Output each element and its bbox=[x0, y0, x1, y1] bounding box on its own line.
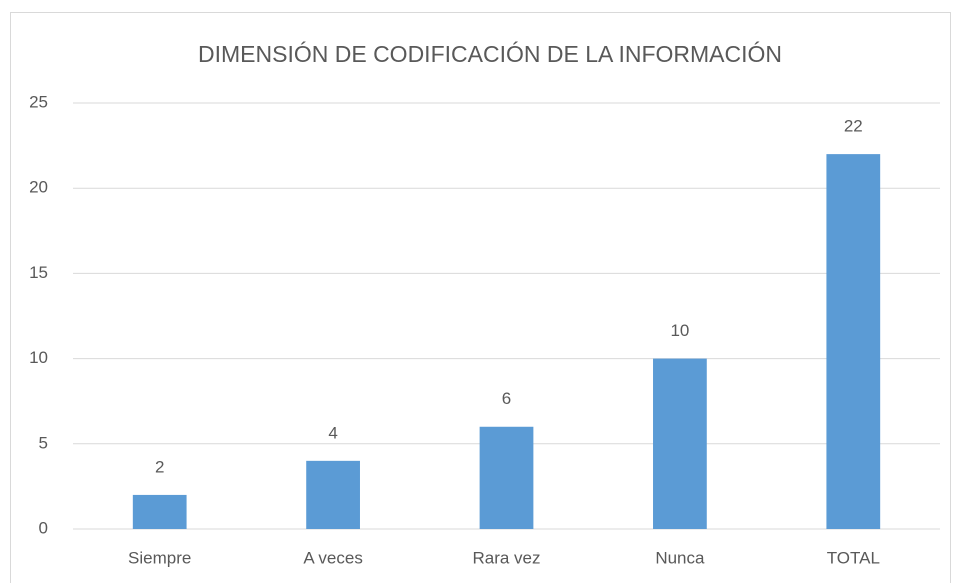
y-tick-label: 15 bbox=[29, 263, 48, 282]
x-tick-label: Nunca bbox=[655, 548, 705, 567]
data-label: 2 bbox=[155, 457, 164, 476]
chart-title: DIMENSIÓN DE CODIFICACIÓN DE LA INFORMAC… bbox=[198, 41, 782, 67]
y-tick-label: 20 bbox=[29, 178, 48, 197]
bar bbox=[479, 426, 534, 529]
y-tick-label: 10 bbox=[29, 348, 48, 367]
y-tick-label: 25 bbox=[29, 92, 48, 111]
data-label: 4 bbox=[328, 423, 337, 442]
bar bbox=[826, 154, 881, 529]
bar bbox=[306, 460, 360, 529]
data-label: 6 bbox=[502, 389, 511, 408]
bar bbox=[653, 358, 707, 529]
x-tick-label: Siempre bbox=[128, 548, 191, 567]
x-tick-label: Rara vez bbox=[472, 548, 540, 567]
y-tick-label: 0 bbox=[39, 518, 48, 537]
bar bbox=[132, 494, 187, 529]
data-label: 22 bbox=[844, 117, 863, 136]
data-label: 10 bbox=[670, 321, 689, 340]
x-tick-label: TOTAL bbox=[827, 548, 880, 567]
x-tick-label: A veces bbox=[303, 548, 363, 567]
y-tick-label: 5 bbox=[39, 433, 48, 452]
